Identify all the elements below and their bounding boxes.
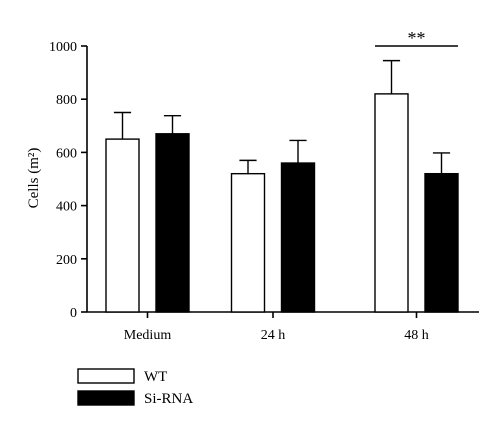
- legend-label-0: WT: [144, 369, 167, 385]
- y-tick-label: 600: [56, 146, 77, 161]
- y-tick-label: 400: [56, 200, 77, 215]
- x-tick-label: 24 h: [261, 328, 286, 343]
- bar-0-1: [230, 172, 266, 313]
- legend-swatch-1: [77, 390, 135, 406]
- bar-1-0: [155, 133, 190, 313]
- y-tick-label: 0: [70, 306, 77, 321]
- legend-label-1: Si-RNA: [144, 391, 193, 407]
- y-tick-label: 200: [56, 253, 77, 268]
- y-axis-label: Cells (m²): [26, 148, 42, 209]
- bar-0-0: [105, 138, 140, 313]
- x-tick-label: 48 h: [404, 328, 429, 343]
- legend-swatch-0: [77, 368, 135, 384]
- y-tick-label: 800: [56, 93, 77, 108]
- significance-label: **: [408, 28, 426, 48]
- legend: WT Si-RNA: [77, 368, 193, 407]
- x-tick-label: Medium: [124, 328, 172, 343]
- y-tick-label: 1000: [49, 40, 77, 55]
- plot-area: 0 200 400 600 800 1000 Medium 24 h 48 h **: [49, 28, 479, 343]
- bar-1-1: [280, 162, 316, 313]
- bar-0-2: [374, 93, 409, 313]
- bar-1-2: [424, 172, 459, 313]
